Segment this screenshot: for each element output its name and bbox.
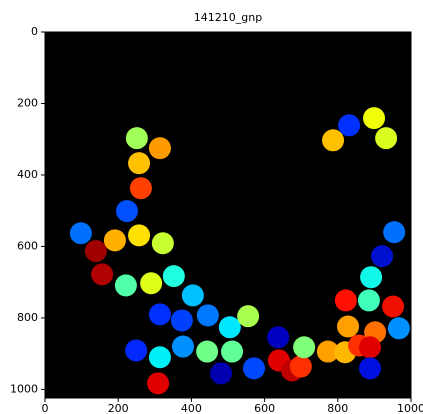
blob <box>293 336 315 358</box>
blob <box>128 224 150 246</box>
blob <box>104 229 126 251</box>
blob <box>388 317 410 339</box>
y-tick-label: 400 <box>17 168 38 181</box>
blob <box>152 232 174 254</box>
y-tick-label: 200 <box>17 96 38 109</box>
blob <box>335 289 357 311</box>
blob <box>140 272 162 294</box>
blob <box>172 336 194 358</box>
blob <box>359 357 381 379</box>
blob <box>196 341 218 363</box>
blob <box>115 274 137 296</box>
blob <box>322 129 344 151</box>
x-tick-label: 1000 <box>397 402 423 414</box>
blob <box>125 339 147 361</box>
blob <box>382 296 404 318</box>
blob <box>359 336 381 358</box>
blob <box>116 200 138 222</box>
blob <box>210 362 232 384</box>
blob <box>149 346 171 368</box>
y-tick-label: 0 <box>31 25 38 38</box>
blob <box>182 284 204 306</box>
blob <box>337 316 359 338</box>
blob <box>128 152 150 174</box>
blob <box>237 305 259 327</box>
blob <box>360 266 382 288</box>
blob <box>126 127 148 149</box>
blob <box>221 341 243 363</box>
blob <box>371 245 393 267</box>
blob <box>85 240 107 262</box>
x-tick-label: 200 <box>108 402 129 414</box>
blob <box>383 221 405 243</box>
x-tick-label: 800 <box>327 402 348 414</box>
blob <box>149 137 171 159</box>
blob <box>70 222 92 244</box>
blob <box>267 326 289 348</box>
blob <box>163 265 185 287</box>
blob <box>147 372 169 394</box>
chart: 141210_gnp 0 200 400 600 800 1000 0 200 400 600 80… <box>0 0 423 414</box>
blob <box>243 357 265 379</box>
x-tick-label: 0 <box>42 402 49 414</box>
x-tick-label: 400 <box>181 402 202 414</box>
blob <box>363 107 385 129</box>
blob <box>290 356 312 378</box>
blob <box>358 289 380 311</box>
blob <box>197 304 219 326</box>
blob <box>219 316 241 338</box>
blob <box>375 127 397 149</box>
blob <box>91 263 113 285</box>
y-tick-label: 800 <box>17 311 38 324</box>
chart-title: 141210_gnp <box>194 11 262 24</box>
blob <box>171 309 193 331</box>
blob <box>338 114 360 136</box>
y-tick-label: 600 <box>17 239 38 252</box>
blob <box>149 303 171 325</box>
x-tick-label: 600 <box>254 402 275 414</box>
blob <box>130 177 152 199</box>
y-tick-label: 1000 <box>10 382 38 395</box>
